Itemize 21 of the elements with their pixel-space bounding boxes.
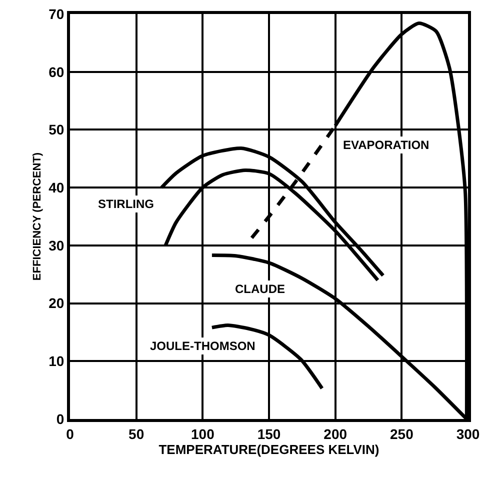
series-label: EVAPORATION [343,138,430,152]
y-tick-label: 50 [48,122,64,138]
y-tick-label: 70 [48,6,64,22]
x-tick-label: 50 [128,426,144,442]
series-label: CLAUDE [235,282,285,296]
x-tick-label: 150 [257,426,281,442]
y-tick-label: 0 [56,410,64,427]
y-tick-label: 20 [48,295,64,312]
x-tick-label: 300 [456,426,480,442]
y-tick-label: 60 [48,64,64,80]
y-axis-title: EFFICIENCY (PERCENT) [31,152,44,281]
series-label: STIRLING [98,197,154,211]
x-tick-label: 200 [324,426,348,442]
x-tick-label: 100 [190,426,215,442]
x-axis-title: TEMPERATURE(DEGREES KELVIN) [158,442,380,457]
x-tick-label: 0 [66,426,74,442]
series-label: JOULE-THOMSON [150,339,256,353]
y-tick-label: 30 [48,237,64,254]
y-tick-label: 10 [48,353,64,370]
y-tick-label: 40 [48,179,64,196]
x-tick-label: 250 [390,426,414,442]
